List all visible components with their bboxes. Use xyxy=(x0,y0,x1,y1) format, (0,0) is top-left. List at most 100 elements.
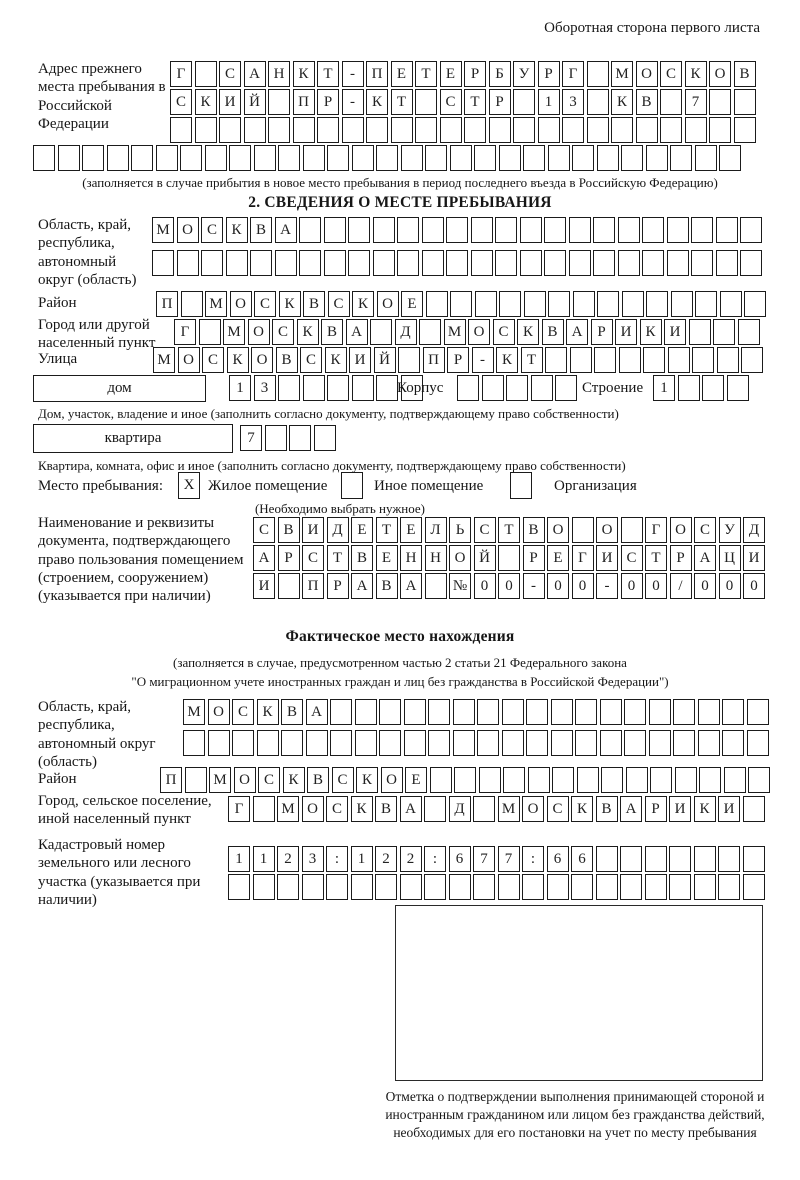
char-cell[interactable]: К xyxy=(256,699,279,725)
char-cell[interactable]: Д xyxy=(394,319,417,345)
char-cell[interactable] xyxy=(621,291,644,317)
char-cell[interactable] xyxy=(571,517,594,543)
char-cell[interactable]: 0 xyxy=(547,573,569,599)
char-cell[interactable] xyxy=(403,699,426,725)
char-cell[interactable]: С xyxy=(258,767,280,793)
char-cell[interactable] xyxy=(670,291,693,317)
char-cell[interactable] xyxy=(733,117,756,143)
char-cell[interactable] xyxy=(474,291,497,317)
char-cell[interactable] xyxy=(644,874,667,900)
char-cell[interactable]: И xyxy=(302,517,324,543)
char-cell[interactable]: М xyxy=(209,767,231,793)
char-cell[interactable]: Г xyxy=(562,61,584,87)
char-cell[interactable] xyxy=(624,730,646,756)
char-cell[interactable] xyxy=(718,846,740,872)
char-cell[interactable] xyxy=(506,375,528,401)
char-cell[interactable]: Р xyxy=(522,545,545,571)
char-cell[interactable] xyxy=(688,319,711,345)
char-cell[interactable] xyxy=(326,874,348,900)
char-cell[interactable] xyxy=(302,375,325,401)
char-cell[interactable]: В xyxy=(635,89,658,115)
char-cell[interactable]: Т xyxy=(498,517,520,543)
char-cell[interactable]: К xyxy=(226,347,249,373)
char-cell[interactable]: 3 xyxy=(562,89,584,115)
char-cell[interactable]: 0 xyxy=(743,573,765,599)
char-cell[interactable] xyxy=(375,874,397,900)
char-cell[interactable] xyxy=(550,730,573,756)
char-cell[interactable]: Н xyxy=(400,545,422,571)
char-cell[interactable] xyxy=(250,250,272,276)
char-cell[interactable]: К xyxy=(225,217,248,243)
char-cell[interactable]: Г xyxy=(228,796,250,822)
char-cell[interactable] xyxy=(429,767,452,793)
char-cell[interactable] xyxy=(523,291,546,317)
char-cell[interactable] xyxy=(131,145,153,171)
char-cell[interactable] xyxy=(397,250,419,276)
char-cell[interactable] xyxy=(474,145,496,171)
char-cell[interactable] xyxy=(667,347,690,373)
char-cell[interactable] xyxy=(740,250,762,276)
char-cell[interactable] xyxy=(693,846,716,872)
char-cell[interactable] xyxy=(330,699,352,725)
char-cell[interactable] xyxy=(252,874,275,900)
char-cell[interactable]: О xyxy=(468,319,490,345)
char-cell[interactable]: О xyxy=(635,61,658,87)
char-cell[interactable]: К xyxy=(296,319,319,345)
char-cell[interactable] xyxy=(716,347,739,373)
char-cell[interactable]: 2 xyxy=(277,846,299,872)
char-cell[interactable] xyxy=(586,117,609,143)
char-cell[interactable] xyxy=(399,874,422,900)
char-cell[interactable]: 0 xyxy=(473,573,496,599)
char-cell[interactable]: О xyxy=(596,517,618,543)
char-cell[interactable] xyxy=(642,250,664,276)
char-cell[interactable] xyxy=(526,730,548,756)
char-cell[interactable]: Р xyxy=(644,796,667,822)
char-cell[interactable]: К xyxy=(684,61,707,87)
house-type-box[interactable]: дом xyxy=(33,375,206,402)
char-cell[interactable]: Н xyxy=(424,545,447,571)
char-cell[interactable] xyxy=(501,699,524,725)
char-cell[interactable]: Т xyxy=(390,89,413,115)
char-cell[interactable]: Е xyxy=(439,61,462,87)
char-cell[interactable] xyxy=(229,145,251,171)
char-cell[interactable] xyxy=(457,375,479,401)
char-cell[interactable] xyxy=(693,874,716,900)
char-cell[interactable] xyxy=(723,767,746,793)
char-cell[interactable] xyxy=(737,319,760,345)
char-cell[interactable] xyxy=(666,250,689,276)
char-cell[interactable] xyxy=(82,145,104,171)
char-cell[interactable] xyxy=(617,217,640,243)
char-cell[interactable] xyxy=(526,699,548,725)
char-cell[interactable]: А xyxy=(566,319,588,345)
char-cell[interactable] xyxy=(370,319,392,345)
char-cell[interactable] xyxy=(666,217,689,243)
char-cell[interactable] xyxy=(450,291,472,317)
char-cell[interactable]: М xyxy=(223,319,245,345)
char-cell[interactable] xyxy=(635,117,658,143)
char-cell[interactable] xyxy=(207,730,230,756)
char-cell[interactable] xyxy=(327,375,349,401)
char-cell[interactable] xyxy=(183,730,205,756)
char-cell[interactable]: О xyxy=(709,61,731,87)
char-cell[interactable]: 0 xyxy=(694,573,716,599)
char-cell[interactable] xyxy=(400,145,423,171)
char-cell[interactable] xyxy=(252,796,275,822)
char-cell[interactable] xyxy=(719,291,742,317)
char-cell[interactable]: А xyxy=(243,61,266,87)
char-cell[interactable] xyxy=(452,730,475,756)
char-cell[interactable]: К xyxy=(356,767,378,793)
char-cell[interactable] xyxy=(713,319,735,345)
char-cell[interactable]: 0 xyxy=(571,573,594,599)
char-cell[interactable]: П xyxy=(366,61,388,87)
char-cell[interactable] xyxy=(372,250,395,276)
char-cell[interactable] xyxy=(277,573,300,599)
char-cell[interactable]: И xyxy=(615,319,637,345)
char-cell[interactable] xyxy=(424,573,447,599)
char-cell[interactable]: В xyxy=(321,319,343,345)
char-cell[interactable]: Р xyxy=(537,61,560,87)
char-cell[interactable] xyxy=(268,89,290,115)
char-cell[interactable] xyxy=(232,730,254,756)
char-cell[interactable]: О xyxy=(229,291,252,317)
char-cell[interactable] xyxy=(740,217,762,243)
char-cell[interactable]: М xyxy=(497,796,520,822)
